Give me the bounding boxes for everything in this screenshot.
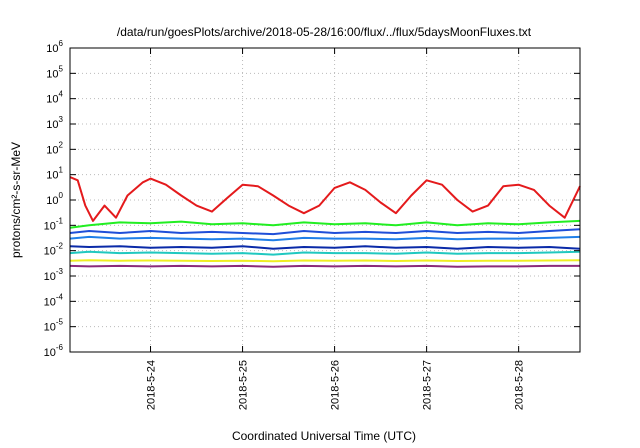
series-line-2	[69, 219, 581, 229]
y-tick-label: 10-6	[44, 343, 64, 359]
series-line-8	[69, 264, 580, 268]
x-tick-label: 2018-5-28	[514, 360, 526, 410]
y-tick-label: 10-1	[44, 216, 64, 232]
series-group	[69, 176, 581, 268]
y-tick-label: 104	[46, 90, 63, 106]
y-tick-label: 103	[46, 115, 63, 131]
y-tick-label: 10-3	[44, 267, 64, 283]
y-tick-label: 101	[46, 166, 63, 182]
y-tick-label: 106	[46, 39, 63, 55]
y-axis-ticks: 10-6 10-5 10-4 10-3 10-2 10-1 100 101 102 103 104 1…	[44, 39, 580, 359]
y-tick-label: 10-5	[44, 318, 64, 334]
y-tick-label: 10-2	[44, 242, 64, 258]
y-tick-label: 100	[46, 191, 63, 207]
series-line-6	[69, 250, 581, 256]
grid-lines	[70, 48, 580, 352]
x-axis-label: Coordinated Universal Time (UTC)	[232, 429, 416, 443]
x-tick-label: 2018-5-24	[146, 360, 158, 410]
chart-title: /data/run/goesPlots/archive/2018-05-28/1…	[117, 25, 532, 39]
series-line-7	[69, 259, 581, 263]
series-line-1	[69, 176, 581, 222]
x-axis-ticks: 2018-5-24 2018-5-25 2018-5-26 2018-5-27 2018…	[146, 48, 526, 410]
y-axis-label: protons/cm²-s-sr-MeV	[9, 142, 23, 258]
x-tick-label: 2018-5-25	[238, 360, 250, 410]
series-line-5	[69, 245, 581, 250]
series-line-4	[69, 235, 581, 242]
y-tick-label: 105	[46, 64, 63, 80]
x-tick-label: 2018-5-26	[330, 360, 342, 410]
y-tick-label: 10-4	[44, 292, 64, 308]
x-tick-label: 2018-5-27	[422, 360, 434, 410]
series-line-3	[69, 228, 581, 236]
y-tick-label: 102	[46, 140, 63, 156]
